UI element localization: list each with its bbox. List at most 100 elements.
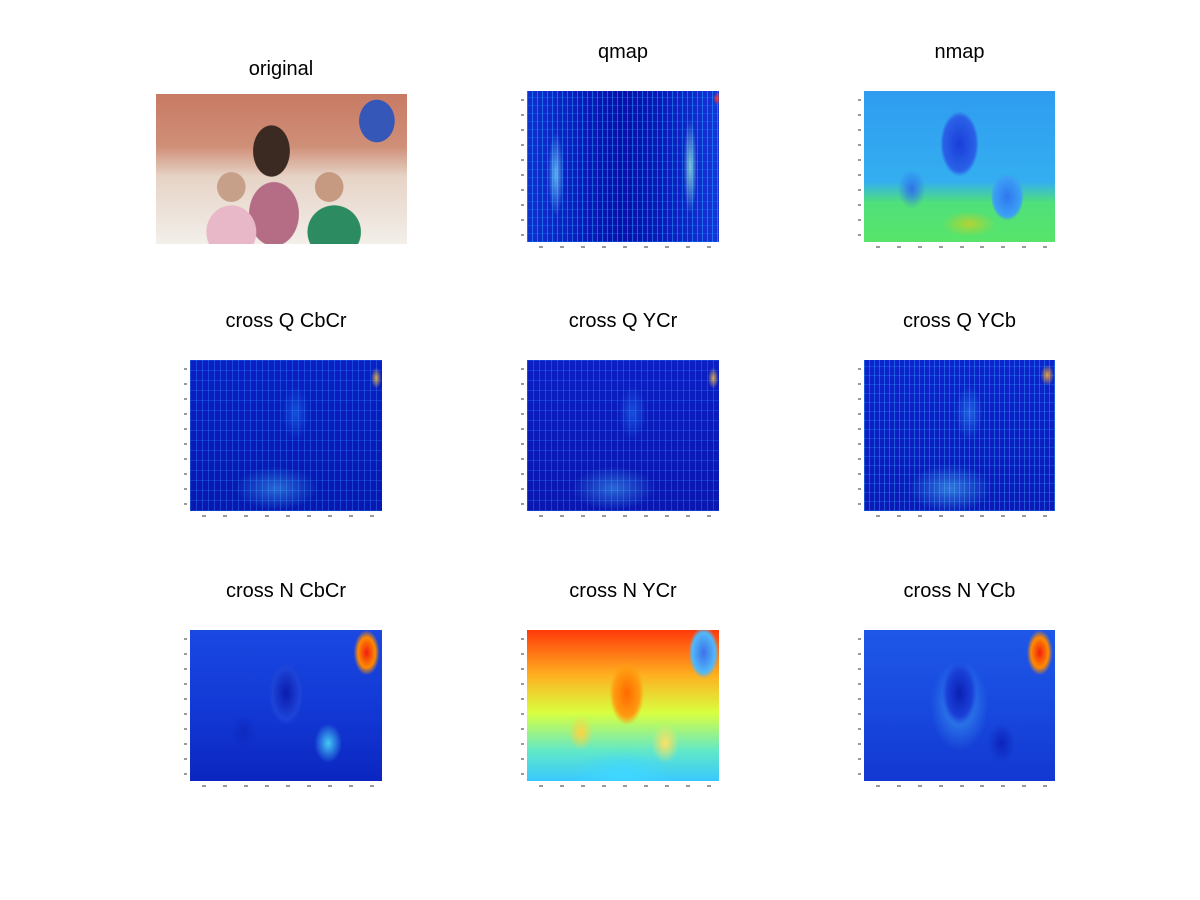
y-tick-mark: [858, 758, 861, 760]
qmap-heatmap: [527, 91, 719, 242]
x-tick-mark: [644, 515, 648, 517]
panel-cross-n-ycr: cross N YCr: [521, 580, 720, 790]
x-tick-mark: [896, 246, 901, 248]
x-tick-mark: [644, 785, 648, 787]
x-tick-mark: [1001, 515, 1006, 517]
x-tick-labels: [864, 514, 1055, 520]
y-tick-mark: [858, 653, 861, 655]
y-tick-mark: [521, 428, 524, 430]
panel-title: cross N YCb: [903, 580, 1016, 602]
x-tick-mark: [560, 515, 564, 517]
x-tick-mark: [707, 246, 711, 248]
y-tick-mark: [184, 683, 187, 685]
panel-nmap: nmap: [858, 41, 1056, 251]
x-tick-mark: [917, 515, 922, 517]
y-tick-mark: [858, 368, 861, 370]
x-tick-mark: [349, 515, 353, 517]
y-tick-mark: [521, 413, 524, 415]
y-tick-mark: [184, 443, 187, 445]
x-tick-mark: [581, 246, 585, 248]
y-tick-labels: [520, 630, 526, 781]
y-tick-mark: [858, 219, 861, 221]
x-tick-mark: [286, 515, 290, 517]
y-tick-labels: [857, 360, 863, 511]
y-tick-mark: [184, 728, 187, 730]
y-tick-mark: [858, 204, 861, 206]
x-tick-mark: [307, 785, 311, 787]
panel-cross-q-ycb: cross Q YCb: [858, 310, 1056, 520]
x-tick-mark: [917, 785, 922, 787]
y-tick-mark: [521, 204, 524, 206]
y-tick-mark: [858, 698, 861, 700]
y-tick-mark: [858, 144, 861, 146]
y-tick-mark: [521, 683, 524, 685]
y-tick-mark: [184, 398, 187, 400]
x-tick-mark: [202, 515, 206, 517]
y-tick-mark: [858, 443, 861, 445]
x-tick-mark: [938, 515, 943, 517]
x-tick-labels: [190, 784, 382, 790]
panel-original: original: [155, 58, 407, 248]
panel-title: cross Q YCb: [903, 310, 1016, 332]
y-tick-mark: [521, 368, 524, 370]
y-tick-mark: [858, 99, 861, 101]
cross-n-cbcr-heatmap: [190, 630, 382, 781]
x-tick-mark: [581, 785, 585, 787]
x-tick-mark: [980, 785, 985, 787]
x-tick-mark: [686, 785, 690, 787]
y-tick-mark: [521, 473, 524, 475]
panel-title: cross Q CbCr: [225, 310, 347, 332]
x-tick-mark: [959, 785, 964, 787]
y-tick-labels: [183, 360, 189, 511]
y-tick-mark: [858, 488, 861, 490]
x-tick-mark: [1001, 246, 1006, 248]
panel-cross-q-cbcr: cross Q CbCr: [184, 310, 383, 520]
y-tick-mark: [184, 473, 187, 475]
x-tick-mark: [665, 515, 669, 517]
y-tick-mark: [858, 473, 861, 475]
x-tick-mark: [876, 246, 880, 248]
y-tick-mark: [858, 728, 861, 730]
x-tick-mark: [1022, 246, 1027, 248]
y-tick-mark: [521, 174, 524, 176]
x-tick-mark: [959, 515, 964, 517]
x-tick-mark: [1043, 246, 1047, 248]
x-tick-mark: [602, 246, 606, 248]
x-tick-mark: [370, 785, 374, 787]
y-tick-mark: [521, 234, 524, 236]
x-tick-labels: [864, 784, 1055, 790]
y-tick-mark: [858, 683, 861, 685]
x-tick-mark: [539, 246, 543, 248]
y-tick-mark: [184, 773, 187, 775]
y-tick-mark: [858, 638, 861, 640]
x-tick-mark: [623, 785, 627, 787]
y-tick-mark: [858, 159, 861, 161]
x-tick-mark: [644, 246, 648, 248]
x-tick-mark: [223, 515, 227, 517]
x-tick-mark: [1022, 785, 1027, 787]
x-tick-mark: [560, 785, 564, 787]
x-tick-mark: [265, 515, 269, 517]
x-tick-mark: [980, 246, 985, 248]
y-tick-mark: [521, 383, 524, 385]
x-tick-mark: [980, 515, 985, 517]
x-tick-mark: [959, 246, 964, 248]
y-tick-mark: [858, 383, 861, 385]
panel-title: qmap: [597, 41, 649, 63]
x-tick-mark: [307, 515, 311, 517]
y-tick-mark: [521, 728, 524, 730]
y-tick-mark: [521, 458, 524, 460]
y-tick-mark: [184, 668, 187, 670]
x-tick-labels: [527, 514, 719, 520]
y-tick-mark: [521, 114, 524, 116]
x-tick-mark: [1022, 515, 1027, 517]
x-tick-mark: [917, 246, 922, 248]
cross-q-ycr-heatmap: [527, 360, 719, 511]
x-tick-mark: [686, 246, 690, 248]
y-tick-mark: [858, 458, 861, 460]
x-tick-mark: [896, 515, 901, 517]
y-tick-mark: [521, 713, 524, 715]
panel-cross-q-ycr: cross Q YCr: [521, 310, 720, 520]
y-tick-mark: [521, 189, 524, 191]
panel-title: cross N CbCr: [225, 580, 346, 602]
